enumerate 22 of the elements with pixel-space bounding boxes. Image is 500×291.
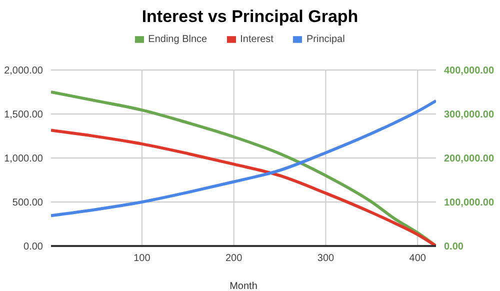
x-tick-label: 300 <box>317 253 335 264</box>
x-tick-label: 400 <box>409 253 426 264</box>
legend-label: Ending Blnce <box>148 34 208 45</box>
line-series <box>51 99 436 218</box>
line-series <box>51 128 436 246</box>
legend-label: Principal <box>306 34 345 45</box>
y2-tick-label: 400,000.00 <box>444 66 494 77</box>
y-tick-label: 0.00 <box>24 242 44 253</box>
line-series <box>51 90 436 246</box>
y-tick-label: 2,000.00 <box>4 66 44 77</box>
chart-title: Interest vs Principal Graph <box>140 6 360 28</box>
x-axis-title: Month <box>230 281 258 291</box>
x-tick-label: 100 <box>134 253 151 264</box>
y-tick-label: 1,500.00 <box>4 110 44 121</box>
x-tick-label: 200 <box>226 253 243 264</box>
y-tick-label: 1,000.00 <box>4 154 44 165</box>
y2-tick-label: 100,000.00 <box>444 198 494 209</box>
y2-tick-label: 200,000.00 <box>444 154 494 165</box>
y2-tick-label: 300,000.00 <box>444 110 494 121</box>
y-tick-label: 500.00 <box>12 198 44 209</box>
y2-tick-label: 0.00 <box>444 242 464 253</box>
legend-label: Interest <box>240 34 274 45</box>
